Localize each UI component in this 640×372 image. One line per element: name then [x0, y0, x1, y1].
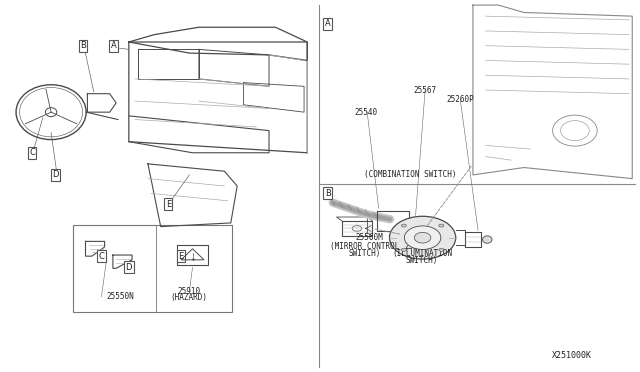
Ellipse shape [483, 236, 492, 243]
Text: (ILLUMINATION: (ILLUMINATION [392, 249, 452, 258]
Ellipse shape [401, 248, 406, 251]
Text: B: B [80, 41, 86, 50]
Text: C: C [29, 148, 35, 157]
Bar [73, 225, 232, 311]
Ellipse shape [401, 224, 406, 227]
Text: SWITCH): SWITCH) [348, 249, 381, 258]
Ellipse shape [404, 226, 441, 250]
Text: (HAZARD): (HAZARD) [171, 294, 208, 302]
Text: D: D [52, 170, 59, 179]
Text: E: E [179, 251, 184, 261]
Text: 25560M: 25560M [356, 233, 383, 242]
Text: A: A [324, 19, 330, 28]
Text: 25260P: 25260P [446, 95, 474, 104]
Text: SWITCH): SWITCH) [406, 256, 438, 266]
Text: B: B [324, 189, 331, 198]
Text: E: E [166, 200, 171, 209]
Text: A: A [111, 41, 116, 50]
Text: C: C [99, 251, 104, 261]
Text: 25550N: 25550N [106, 292, 134, 301]
Text: (MIRROR CONTROL: (MIRROR CONTROL [330, 242, 399, 251]
Text: 25540: 25540 [355, 108, 378, 117]
Text: 25910: 25910 [178, 287, 201, 296]
Text: 25280: 25280 [404, 242, 427, 251]
Text: D: D [125, 263, 132, 272]
Ellipse shape [390, 216, 456, 259]
Text: X251000K: X251000K [552, 351, 592, 360]
Ellipse shape [439, 248, 444, 251]
Ellipse shape [439, 224, 444, 227]
Text: 25567: 25567 [413, 86, 436, 94]
Text: (COMBINATION SWITCH): (COMBINATION SWITCH) [364, 170, 457, 179]
Ellipse shape [414, 232, 431, 243]
